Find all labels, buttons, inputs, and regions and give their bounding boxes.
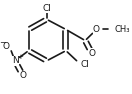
Text: O: O <box>88 49 95 58</box>
Text: N: N <box>12 56 18 65</box>
Text: CH₃: CH₃ <box>115 25 130 34</box>
Text: +: + <box>17 54 23 60</box>
Text: O: O <box>19 71 26 80</box>
Text: Cl: Cl <box>42 4 51 13</box>
Text: −: − <box>0 38 6 47</box>
Text: Cl: Cl <box>81 60 89 69</box>
Text: O: O <box>93 25 100 34</box>
Text: O: O <box>2 42 9 51</box>
